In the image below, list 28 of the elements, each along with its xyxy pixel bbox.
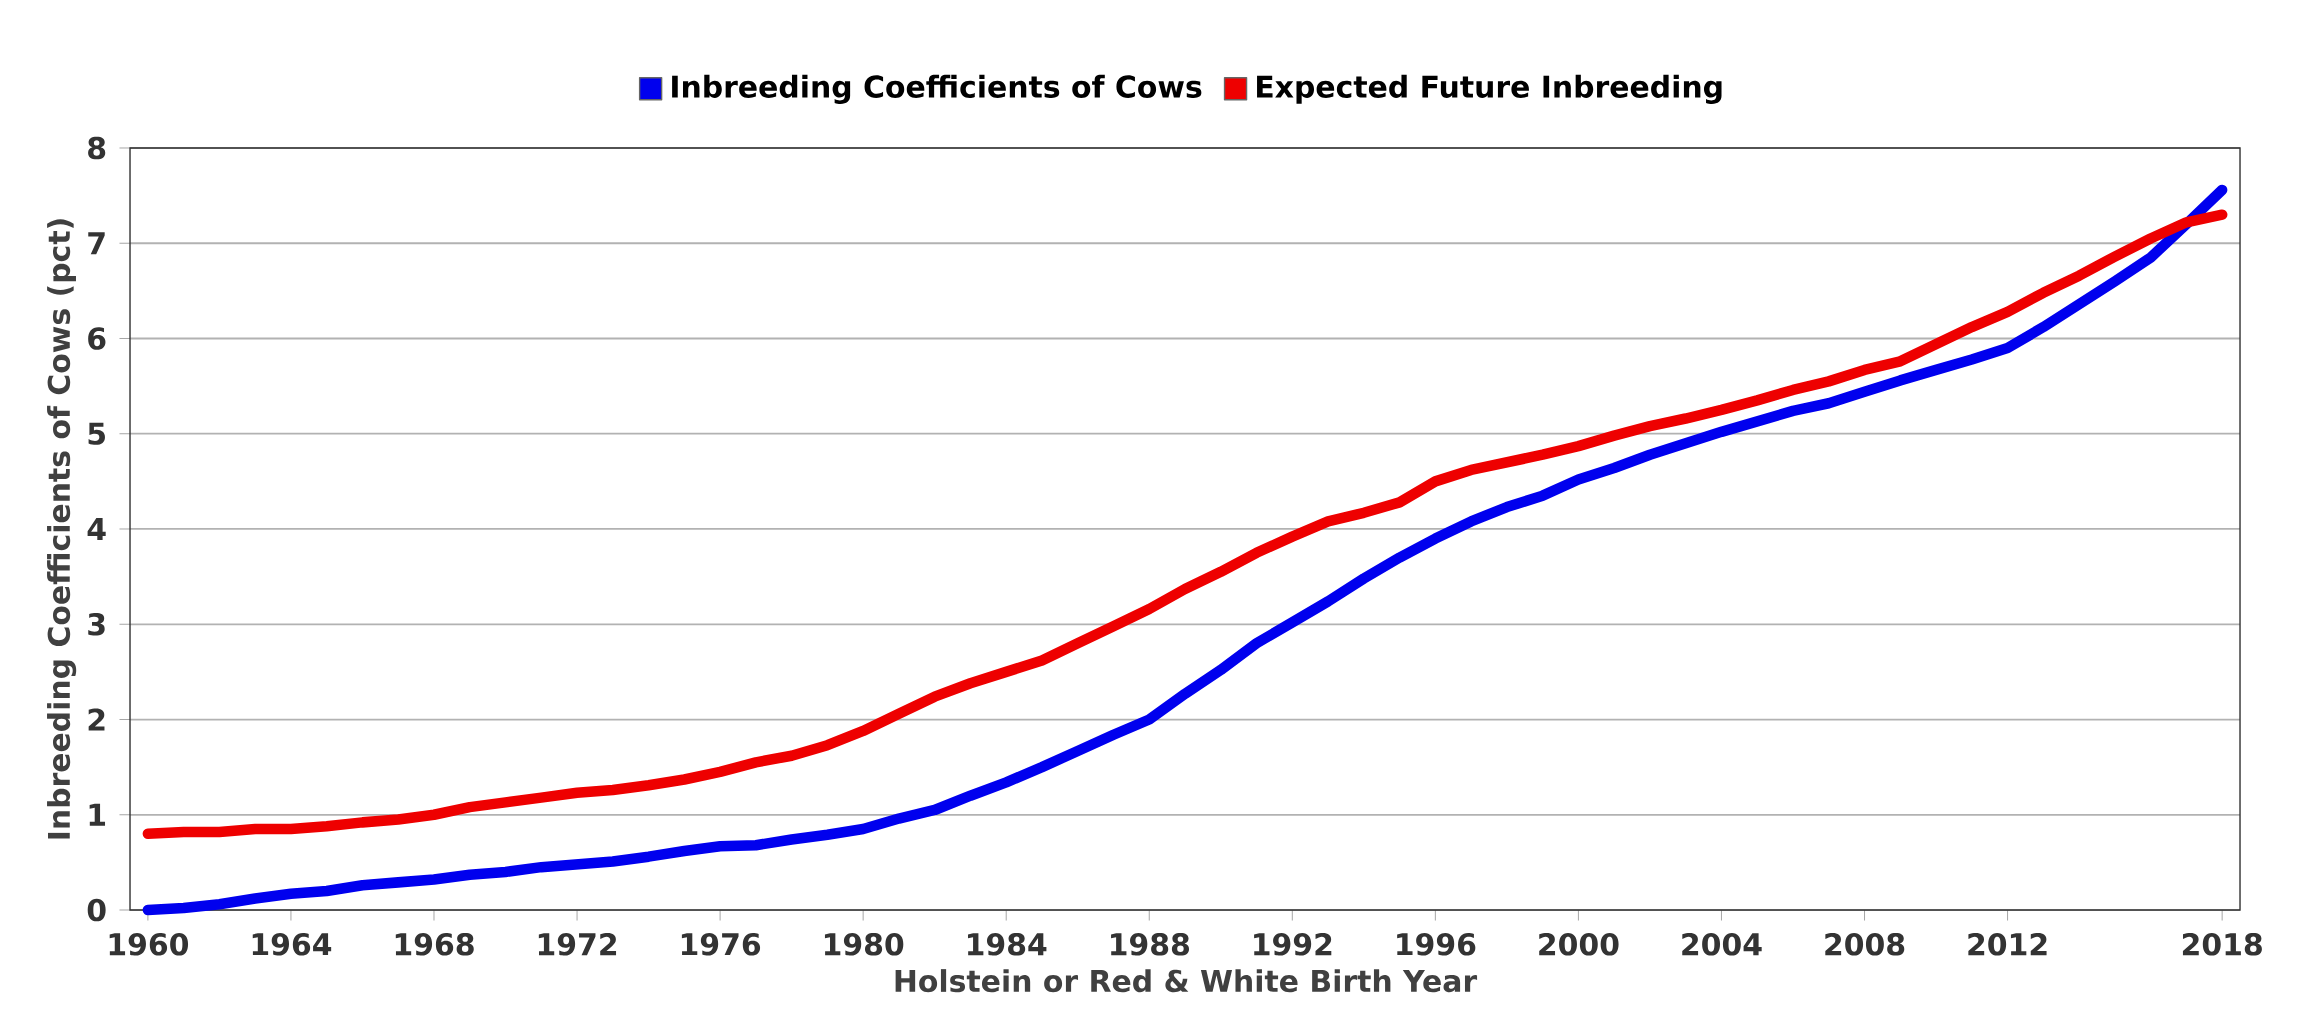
- y-tick-label: 8: [88, 136, 106, 160]
- y-tick-label: 5: [88, 422, 105, 445]
- x-tick-label: 1980: [824, 932, 904, 956]
- x-tick-label: 1976: [681, 932, 761, 956]
- x-axis-title: Holstein or Red & White Birth Year: [895, 969, 1478, 993]
- x-tick-label: 2000: [1539, 932, 1619, 956]
- y-tick-label: 2: [88, 708, 105, 731]
- legend-label: Inbreeding Coefficients of Cows: [672, 74, 1202, 104]
- y-tick-label: 6: [88, 327, 106, 350]
- y-tick-label: 1: [89, 803, 106, 826]
- x-tick-label: 1988: [1111, 932, 1190, 956]
- y-tick-label: 7: [88, 232, 105, 255]
- x-tick-label: 1996: [1397, 932, 1476, 956]
- x-tick-label: 2012: [1968, 932, 2047, 956]
- y-tick-label: 3: [88, 612, 105, 636]
- x-tick-label: 2008: [1825, 932, 1905, 956]
- y-tick-label: 0: [87, 898, 106, 922]
- legend-label: Expected Future Inbreeding: [1257, 74, 1722, 104]
- y-tick-label: 4: [87, 518, 106, 540]
- x-tick-label: 1964: [252, 932, 332, 956]
- x-tick-label: 2018: [2182, 932, 2262, 956]
- x-tick-label: 1968: [395, 932, 474, 956]
- x-tick-label: 1960: [109, 932, 189, 956]
- y-axis-title: Inbreeding Coefficients of Cows (pct): [47, 219, 77, 839]
- x-tick-label: 1992: [1254, 932, 1332, 956]
- x-tick-label: 1972: [538, 932, 617, 956]
- x-tick-label: 2004: [1682, 932, 1762, 956]
- x-tick-label: 1984: [968, 932, 1047, 956]
